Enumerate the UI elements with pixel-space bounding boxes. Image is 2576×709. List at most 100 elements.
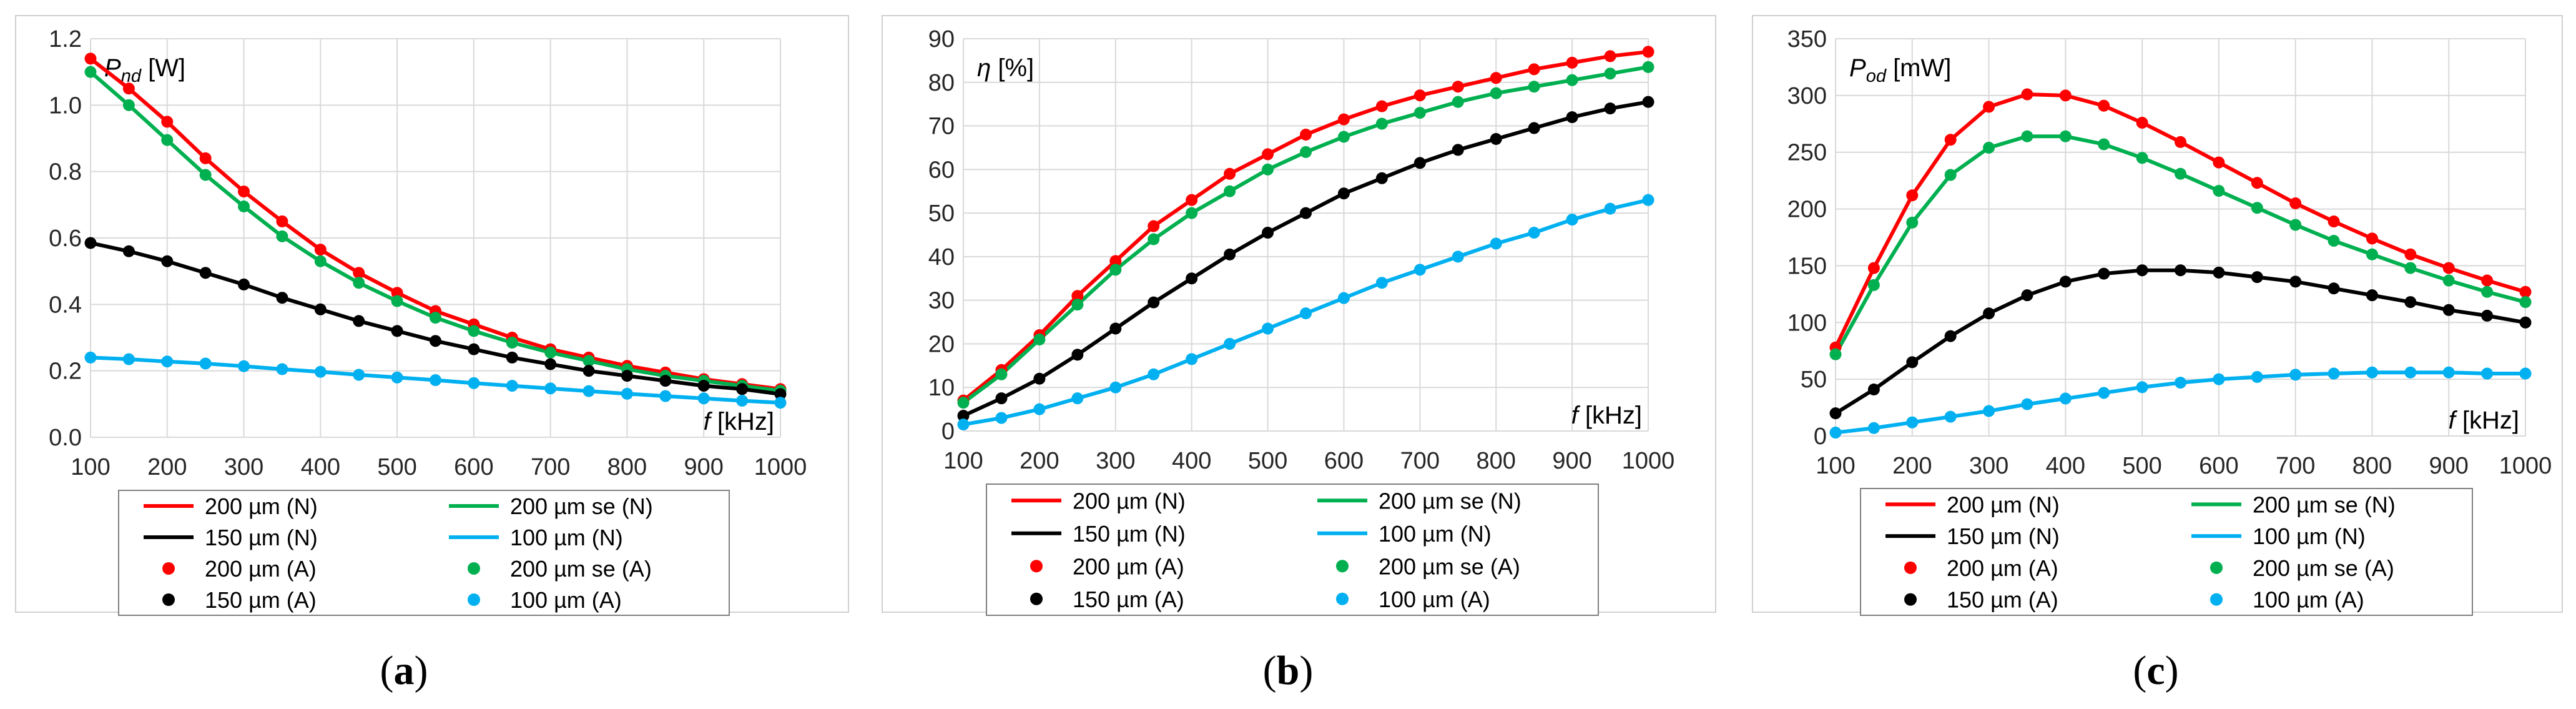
data-point xyxy=(430,335,441,347)
legend-label: 200 µm se (A) xyxy=(1379,553,1520,579)
data-point xyxy=(353,267,365,279)
legend-label: 200 µm se (A) xyxy=(2253,555,2394,581)
data-point xyxy=(1300,307,1312,320)
data-point xyxy=(161,116,174,128)
data-point xyxy=(84,237,97,249)
data-point xyxy=(2366,289,2378,302)
x-axis-label: f [kHz] xyxy=(704,408,774,435)
data-point xyxy=(1224,248,1236,260)
data-point xyxy=(1983,405,1995,417)
data-point xyxy=(2404,262,2417,274)
data-point xyxy=(1375,117,1388,130)
data-point xyxy=(2021,289,2033,302)
data-point xyxy=(1071,290,1084,302)
data-point xyxy=(84,66,97,78)
legend-label: 100 µm (A) xyxy=(1379,587,1490,612)
data-point xyxy=(506,351,518,364)
data-point xyxy=(544,346,557,359)
data-point xyxy=(2404,248,2417,260)
data-point xyxy=(468,377,480,389)
data-point xyxy=(2213,184,2225,197)
data-point xyxy=(2175,264,2186,277)
data-point xyxy=(122,82,135,95)
data-point xyxy=(957,397,970,409)
data-point xyxy=(2021,130,2033,142)
data-point xyxy=(1262,163,1274,176)
data-point xyxy=(1413,107,1426,119)
y-tick-label: 0.0 xyxy=(49,425,82,451)
y-tick-label: 300 xyxy=(1787,83,1827,109)
legend-label: 200 µm se (A) xyxy=(510,556,652,582)
data-point xyxy=(1566,56,1578,69)
data-point xyxy=(2136,264,2148,277)
data-point xyxy=(1071,392,1084,405)
legend-swatch-marker xyxy=(1904,561,1917,574)
legend-label: 100 µm (N) xyxy=(2253,523,2366,549)
data-point xyxy=(2059,130,2072,142)
y-tick-label: 0.2 xyxy=(49,359,82,385)
data-point xyxy=(1337,131,1350,143)
legend-label: 150 µm (N) xyxy=(205,525,318,550)
x-axis-label: f [kHz] xyxy=(1571,402,1642,429)
data-point xyxy=(774,397,787,409)
data-point xyxy=(1906,356,1919,369)
data-point xyxy=(1906,189,1919,202)
x-tick-label: 100 xyxy=(1816,453,1855,479)
data-point xyxy=(276,215,288,227)
data-point xyxy=(122,99,135,111)
x-tick-label: 800 xyxy=(1477,448,1516,474)
data-point xyxy=(314,303,327,315)
data-point xyxy=(2519,285,2532,298)
x-tick-label: 600 xyxy=(454,454,493,480)
data-point xyxy=(353,369,365,381)
data-point xyxy=(161,255,174,267)
data-point xyxy=(468,325,480,337)
y-tick-label: 250 xyxy=(1787,140,1827,166)
legend-label: 200 µm (N) xyxy=(1947,492,2060,517)
data-point xyxy=(1033,372,1046,385)
legend-swatch-marker xyxy=(2210,593,2223,606)
data-point xyxy=(1983,141,1995,154)
legend-swatch-marker xyxy=(468,593,480,606)
data-point xyxy=(697,392,710,405)
x-tick-label: 700 xyxy=(531,454,570,480)
data-point xyxy=(2289,219,2302,231)
y-tick-label: 50 xyxy=(928,201,955,227)
data-point xyxy=(1109,322,1122,335)
data-point xyxy=(506,380,518,392)
data-point xyxy=(2136,381,2148,394)
legend-box xyxy=(1860,488,2473,616)
data-point xyxy=(2328,234,2340,247)
y-tick-label: 20 xyxy=(928,331,955,357)
legend-label: 200 µm se (N) xyxy=(1379,488,1522,513)
data-point xyxy=(84,351,97,364)
data-point xyxy=(1337,292,1350,304)
legend-label: 200 µm (A) xyxy=(1073,553,1184,579)
data-point xyxy=(2251,271,2263,284)
data-point xyxy=(1262,148,1274,161)
y-tick-label: 90 xyxy=(928,26,955,52)
data-point xyxy=(1604,50,1616,62)
y-axis-label: η [%] xyxy=(977,54,1034,82)
y-tick-label: 0 xyxy=(941,419,955,445)
y-tick-label: 10 xyxy=(928,375,955,401)
data-point xyxy=(995,392,1008,405)
chart-panel-b: 0 10 20 30 40 50 60 70 80 90 100 200 300 400 500 600 700… xyxy=(882,15,1716,693)
data-point xyxy=(1642,194,1654,206)
legend-label: 100 µm (A) xyxy=(510,587,622,613)
data-point xyxy=(1829,348,1842,360)
x-tick-label: 500 xyxy=(1248,448,1287,474)
data-point xyxy=(430,312,441,324)
y-tick-label: 60 xyxy=(928,157,955,183)
data-point xyxy=(238,186,250,198)
data-point xyxy=(199,357,212,370)
data-point xyxy=(2366,366,2378,379)
y-tick-label: 1.2 xyxy=(49,26,82,52)
data-point xyxy=(314,365,327,378)
data-point xyxy=(2136,116,2148,129)
data-point xyxy=(1224,167,1236,180)
data-point xyxy=(2251,177,2263,189)
y-tick-label: 200 xyxy=(1787,197,1827,223)
data-point xyxy=(468,343,480,355)
data-point xyxy=(391,295,403,307)
